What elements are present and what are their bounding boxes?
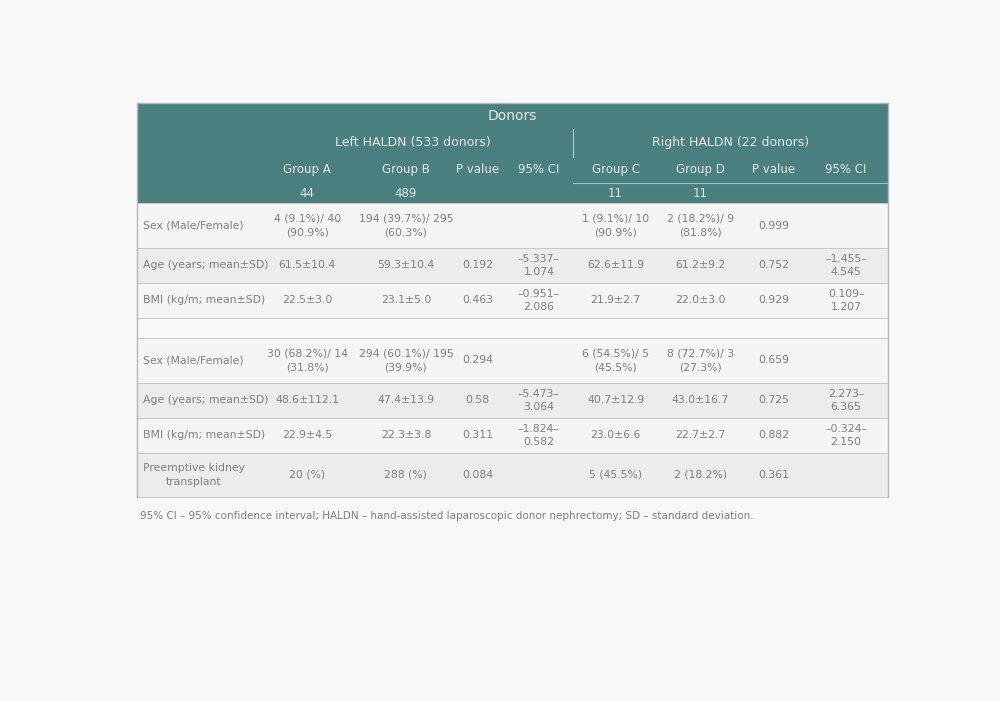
Text: 4 (9.1%)/ 40
(90.9%): 4 (9.1%)/ 40 (90.9%) — [274, 214, 341, 237]
Text: –5.337–
1.074: –5.337– 1.074 — [518, 254, 560, 277]
Text: 30 (68.2%)/ 14
(31.8%): 30 (68.2%)/ 14 (31.8%) — [267, 349, 348, 372]
Text: 0.882: 0.882 — [758, 430, 789, 440]
Text: –0.324–
2.150: –0.324– 2.150 — [825, 423, 867, 447]
Text: BMI (kg/m; mean±SD): BMI (kg/m; mean±SD) — [143, 430, 265, 440]
Text: 0.109–
1.207: 0.109– 1.207 — [828, 289, 864, 312]
Text: 0.659: 0.659 — [758, 355, 789, 365]
Bar — [137, 339, 888, 383]
Bar — [137, 247, 888, 283]
Bar — [137, 418, 888, 453]
Text: 22.9±4.5: 22.9±4.5 — [282, 430, 332, 440]
Bar — [137, 203, 888, 247]
Bar — [137, 103, 888, 129]
Text: 6 (54.5%)/ 5
(45.5%): 6 (54.5%)/ 5 (45.5%) — [582, 349, 649, 372]
Text: Group C: Group C — [592, 163, 640, 177]
Text: 1 (9.1%)/ 10
(90.9%): 1 (9.1%)/ 10 (90.9%) — [582, 214, 649, 237]
Text: Group A: Group A — [283, 163, 331, 177]
Text: 61.2±9.2: 61.2±9.2 — [675, 260, 726, 270]
Text: 294 (60.1%)/ 195
(39.9%): 294 (60.1%)/ 195 (39.9%) — [359, 349, 453, 372]
Bar — [137, 129, 888, 157]
Text: 8 (72.7%)/ 3
(27.3%): 8 (72.7%)/ 3 (27.3%) — [667, 349, 734, 372]
Text: 0.752: 0.752 — [758, 260, 789, 270]
Text: 22.3±3.8: 22.3±3.8 — [381, 430, 431, 440]
Text: P value: P value — [752, 163, 795, 177]
Text: BMI (kg/m; mean±SD): BMI (kg/m; mean±SD) — [143, 295, 265, 306]
Text: 59.3±10.4: 59.3±10.4 — [377, 260, 435, 270]
Text: Donors: Donors — [488, 109, 537, 123]
Text: 5 (45.5%): 5 (45.5%) — [589, 470, 642, 480]
Text: 194 (39.7%)/ 295
(60.3%): 194 (39.7%)/ 295 (60.3%) — [359, 214, 453, 237]
Text: 0.58: 0.58 — [466, 395, 490, 405]
Text: 62.6±11.9: 62.6±11.9 — [587, 260, 644, 270]
Text: Age (years; mean±SD): Age (years; mean±SD) — [143, 395, 268, 405]
Text: –1.455–
4.545: –1.455– 4.545 — [825, 254, 867, 277]
Text: 61.5±10.4: 61.5±10.4 — [278, 260, 336, 270]
Text: 0.084: 0.084 — [462, 470, 493, 480]
Text: 0.361: 0.361 — [758, 470, 789, 480]
Text: Preemptive kidney
transplant: Preemptive kidney transplant — [143, 463, 245, 486]
Text: 0.294: 0.294 — [462, 355, 493, 365]
Text: Age (years; mean±SD): Age (years; mean±SD) — [143, 260, 268, 270]
Text: 2 (18.2%): 2 (18.2%) — [674, 470, 727, 480]
Text: Sex (Male/Female): Sex (Male/Female) — [143, 221, 243, 231]
Text: 22.5±3.0: 22.5±3.0 — [282, 295, 332, 306]
Text: –5.473–
3.064: –5.473– 3.064 — [518, 388, 560, 411]
Bar — [137, 318, 888, 339]
Text: 0.192: 0.192 — [462, 260, 493, 270]
Text: 20 (%): 20 (%) — [289, 470, 325, 480]
Text: 23.0±6.6: 23.0±6.6 — [590, 430, 641, 440]
Text: 11: 11 — [608, 186, 623, 200]
Text: Group B: Group B — [382, 163, 430, 177]
Text: Sex (Male/Female): Sex (Male/Female) — [143, 355, 243, 365]
Text: 95% CI: 95% CI — [518, 163, 560, 177]
Text: 0.725: 0.725 — [758, 395, 789, 405]
Text: 95% CI – 95% confidence interval; HALDN – hand-assisted laparoscopic donor nephr: 95% CI – 95% confidence interval; HALDN … — [140, 510, 754, 521]
Text: 0.929: 0.929 — [758, 295, 789, 306]
Bar — [137, 283, 888, 318]
Text: –1.824–
0.582: –1.824– 0.582 — [518, 423, 560, 447]
Text: 44: 44 — [300, 186, 315, 200]
Text: 0.999: 0.999 — [758, 221, 789, 231]
Bar — [137, 453, 888, 497]
Text: 22.7±2.7: 22.7±2.7 — [675, 430, 726, 440]
Text: Right HALDN (22 donors): Right HALDN (22 donors) — [652, 137, 809, 149]
Text: 288 (%): 288 (%) — [384, 470, 427, 480]
Text: 48.6±112.1: 48.6±112.1 — [275, 395, 339, 405]
Text: P value: P value — [456, 163, 499, 177]
Text: 40.7±12.9: 40.7±12.9 — [587, 395, 644, 405]
Bar — [137, 157, 888, 183]
Text: 489: 489 — [395, 186, 417, 200]
Text: 2.273–
6.365: 2.273– 6.365 — [828, 388, 864, 411]
Text: –0.951–
2.086: –0.951– 2.086 — [518, 289, 560, 312]
Text: 23.1±5.0: 23.1±5.0 — [381, 295, 431, 306]
Text: 95% CI: 95% CI — [825, 163, 867, 177]
Text: 21.9±2.7: 21.9±2.7 — [590, 295, 641, 306]
Text: 2 (18.2%)/ 9
(81.8%): 2 (18.2%)/ 9 (81.8%) — [667, 214, 734, 237]
Text: Left HALDN (533 donors): Left HALDN (533 donors) — [335, 137, 491, 149]
Text: 0.311: 0.311 — [462, 430, 493, 440]
Bar — [137, 183, 888, 203]
Text: 0.463: 0.463 — [462, 295, 493, 306]
Bar — [137, 383, 888, 418]
Text: 43.0±16.7: 43.0±16.7 — [672, 395, 729, 405]
Text: 47.4±13.9: 47.4±13.9 — [377, 395, 434, 405]
Text: Group D: Group D — [676, 163, 725, 177]
Text: 11: 11 — [693, 186, 708, 200]
Text: 22.0±3.0: 22.0±3.0 — [675, 295, 726, 306]
